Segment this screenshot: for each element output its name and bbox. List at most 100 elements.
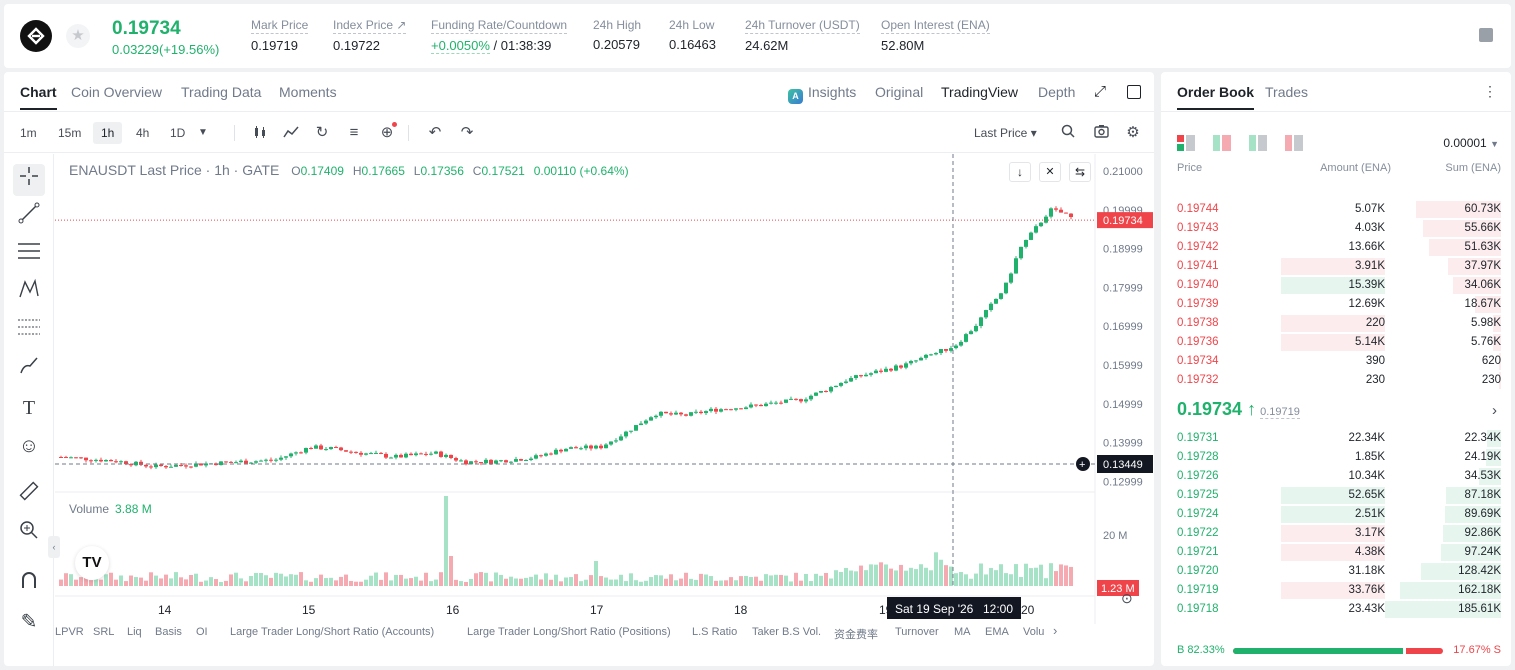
- timeframe-15m[interactable]: 15m: [58, 126, 82, 140]
- funding-rate-value[interactable]: +0.0050%: [431, 38, 490, 54]
- trend-line-icon[interactable]: [13, 202, 45, 234]
- chevron-down-icon[interactable]: ▼: [198, 127, 208, 138]
- chevron-right-icon[interactable]: ›: [1492, 402, 1497, 419]
- stat-label[interactable]: Index Price ↗: [333, 18, 407, 34]
- indicator-ls-ratio[interactable]: L.S Ratio: [692, 626, 738, 638]
- collapse-icon[interactable]: ✕: [1039, 162, 1061, 182]
- window-icon[interactable]: [1127, 85, 1141, 99]
- view-tradingview[interactable]: TradingView: [941, 84, 1019, 100]
- precision-select[interactable]: 0.00001 ▼: [1443, 136, 1499, 150]
- bid-row[interactable]: 0.19725 52.65K 87.18K: [1161, 486, 1511, 505]
- ask-row[interactable]: 0.19741 3.91K 37.97K: [1161, 257, 1511, 276]
- tab-trading-data[interactable]: Trading Data: [181, 84, 262, 100]
- more-vertical-icon[interactable]: ⋮: [1483, 83, 1497, 99]
- tab-coin-overview[interactable]: Coin Overview: [71, 84, 163, 100]
- chevron-right-icon[interactable]: ›: [1053, 623, 1058, 638]
- toggle-icon[interactable]: ⇆: [1069, 162, 1091, 182]
- indicator-lpvr[interactable]: LPVR: [55, 626, 84, 638]
- indicator-taker-vol[interactable]: Taker B.S Vol.: [752, 626, 822, 638]
- reset-icon[interactable]: ⊙: [1121, 590, 1133, 606]
- chart-canvas[interactable]: 0.21000 0.19999 0.18999 0.17999 0.16999 0.159…: [55, 154, 1154, 666]
- tab-order-book[interactable]: Order Book: [1177, 84, 1255, 110]
- ask-row[interactable]: 0.19742 13.66K 51.63K: [1161, 238, 1511, 257]
- ask-row[interactable]: 0.19744 5.07K 60.73K: [1161, 200, 1511, 219]
- settings-gear-icon[interactable]: ⚙: [1126, 124, 1140, 141]
- timeframe-1m[interactable]: 1m: [20, 126, 37, 140]
- tab-trades[interactable]: Trades: [1265, 84, 1309, 100]
- redo-icon[interactable]: ↷: [460, 124, 474, 141]
- indicator-turnover[interactable]: Turnover: [895, 626, 939, 638]
- emoji-icon[interactable]: ☺: [18, 435, 40, 457]
- zoom-in-icon[interactable]: [13, 518, 45, 550]
- indicators-icon[interactable]: [282, 124, 300, 145]
- bid-row[interactable]: 0.19721 4.38K 97.24K: [1161, 543, 1511, 562]
- stat-label[interactable]: Mark Price: [251, 18, 309, 34]
- price-source-select[interactable]: Last Price ▾: [974, 126, 1037, 140]
- magnet-icon[interactable]: [13, 568, 45, 600]
- timeframe-1h[interactable]: 1h: [93, 122, 123, 144]
- ask-row[interactable]: 0.19740 15.39K 34.06K: [1161, 276, 1511, 295]
- view-both-icon[interactable]: [1177, 135, 1195, 156]
- view-bids-icon[interactable]: [1249, 135, 1267, 156]
- horizontal-lines-icon[interactable]: [13, 240, 45, 272]
- replay-icon[interactable]: ↻: [315, 124, 329, 141]
- stat-label[interactable]: 24h Turnover (USDT): [745, 18, 860, 34]
- bid-row[interactable]: 0.19718 23.43K 185.61K: [1161, 600, 1511, 619]
- tradingview-logo[interactable]: TV: [75, 546, 109, 580]
- view-split-icon[interactable]: [1213, 135, 1231, 156]
- view-insights[interactable]: A Insights: [788, 84, 856, 104]
- ruler-icon[interactable]: [13, 480, 45, 512]
- bid-row[interactable]: 0.19719 33.76K 162.18K: [1161, 581, 1511, 600]
- view-asks-icon[interactable]: [1285, 135, 1303, 156]
- ask-row[interactable]: 0.19743 4.03K 55.66K: [1161, 219, 1511, 238]
- crosshair-icon[interactable]: [13, 164, 45, 196]
- stat-label[interactable]: Open Interest (ENA): [881, 18, 990, 34]
- add-alert-icon[interactable]: ⊕: [378, 122, 397, 142]
- collapse-toolbar-icon[interactable]: ‹: [48, 536, 60, 558]
- undo-icon[interactable]: ↶: [428, 124, 442, 141]
- indicator-trader-accounts[interactable]: Large Trader Long/Short Ratio (Accounts): [230, 626, 435, 638]
- pattern-icon[interactable]: [13, 278, 45, 310]
- tab-moments[interactable]: Moments: [279, 84, 337, 100]
- stat-label[interactable]: Funding Rate/Countdown: [431, 18, 568, 34]
- ask-row[interactable]: 0.19736 5.14K 5.76K: [1161, 333, 1511, 352]
- tab-chart[interactable]: Chart: [20, 84, 57, 110]
- bid-row[interactable]: 0.19728 1.85K 24.19K: [1161, 448, 1511, 467]
- bid-row[interactable]: 0.19724 2.51K 89.69K: [1161, 505, 1511, 524]
- favorite-star-icon[interactable]: ★: [66, 24, 90, 48]
- text-tool-icon[interactable]: T: [22, 397, 36, 419]
- ask-row[interactable]: 0.19738 220 5.98K: [1161, 314, 1511, 333]
- bid-row[interactable]: 0.19726 10.34K 34.53K: [1161, 467, 1511, 486]
- indicator-basis[interactable]: Basis: [155, 626, 182, 638]
- timeframe-1d[interactable]: 1D: [170, 126, 186, 140]
- price-chart[interactable]: 0.210000.199990.189990.179990.169990.159…: [55, 154, 1154, 624]
- brush-icon[interactable]: [13, 354, 45, 386]
- indicator-volume[interactable]: Volu: [1023, 626, 1045, 638]
- indicator-funding[interactable]: 资金费率: [834, 629, 878, 641]
- indicator-ma[interactable]: MA: [954, 626, 971, 638]
- expand-icon[interactable]: ⤢: [1094, 83, 1107, 100]
- indicator-oi[interactable]: OI: [196, 626, 208, 638]
- pencil-lock-icon[interactable]: ✎: [20, 611, 38, 633]
- indicator-ema[interactable]: EMA: [985, 626, 1009, 638]
- ask-row[interactable]: 0.19734 390 620: [1161, 352, 1511, 371]
- arrow-down-icon[interactable]: ↓: [1009, 162, 1031, 182]
- indicator-trader-positions[interactable]: Large Trader Long/Short Ratio (Positions…: [467, 626, 671, 638]
- bid-row[interactable]: 0.19722 3.17K 92.86K: [1161, 524, 1511, 543]
- book-icon[interactable]: [1479, 28, 1493, 42]
- mid-price[interactable]: 0.19734 ↑ 0.19719: [1177, 399, 1300, 420]
- view-depth[interactable]: Depth: [1038, 84, 1076, 100]
- fib-retracement-icon[interactable]: [13, 316, 45, 348]
- bid-row[interactable]: 0.19731 22.34K 22.34K: [1161, 429, 1511, 448]
- candlestick-icon[interactable]: [251, 124, 269, 145]
- camera-icon[interactable]: [1092, 124, 1110, 143]
- search-icon[interactable]: [1059, 124, 1077, 143]
- timeframe-4h[interactable]: 4h: [136, 126, 150, 140]
- ask-row[interactable]: 0.19739 12.69K 18.67K: [1161, 295, 1511, 314]
- indicator-liq[interactable]: Liq: [127, 626, 142, 638]
- ask-row[interactable]: 0.19732 230 230: [1161, 371, 1511, 390]
- bid-row[interactable]: 0.19720 31.18K 128.42K: [1161, 562, 1511, 581]
- indicator-srl[interactable]: SRL: [93, 626, 115, 638]
- view-original[interactable]: Original: [875, 84, 924, 100]
- templates-icon[interactable]: ≡: [349, 124, 359, 141]
